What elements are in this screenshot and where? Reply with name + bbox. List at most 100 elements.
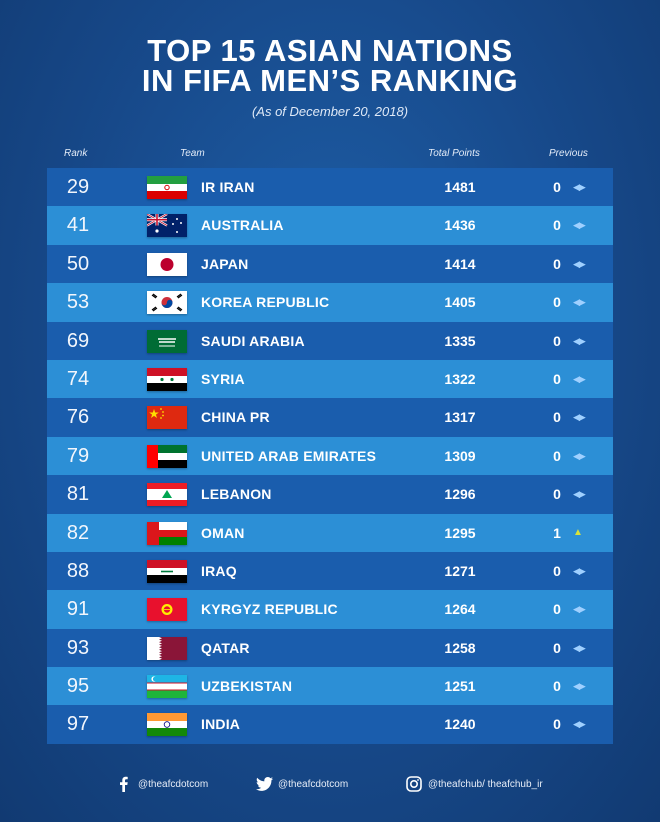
lebanon-flag [147,483,187,507]
instagram-handle: @theafchub/ theafchub_ir [428,778,543,790]
header-previous: Previous [549,148,588,159]
total-points: 1240 [444,716,476,733]
previous-change: 0 [553,217,561,234]
no-change-arrows-icon: ◀▶ [573,373,586,384]
table-row: 76 CHINA PR 1317 0 ◀▶ [47,398,613,437]
korea-flag [147,291,187,315]
facebook-handle: @theafcdotcom [138,778,209,790]
iran-flag [147,176,187,199]
team-name: UZBEKISTAN [201,678,293,695]
team-name: SAUDI ARABIA [201,332,305,349]
no-change-arrows-icon: ◀▶ [573,489,586,500]
twitter-handle: @theafcdotcom [278,778,349,790]
team-name: CHINA PR [201,409,270,426]
table-row: 69 SAUDI ARABIA 1335 0 ◀▶ [47,321,613,360]
team-name: KOREA REPUBLIC [201,294,330,311]
previous-change: 0 [553,716,561,733]
no-change-arrows-icon: ◀▶ [573,642,586,653]
no-change-arrows-icon: ◀▶ [573,681,586,692]
total-points: 1317 [444,409,476,426]
qatar-flag [147,636,187,660]
team-name: OMAN [201,524,245,541]
rank-number: 88 [66,559,90,582]
header-team: Team [180,148,205,159]
previous-change: 0 [553,447,561,464]
previous-change: 0 [553,179,561,195]
title-line-2: IN FIFA MEN’S RANKING [141,63,519,98]
table-row: 41 AUSTRALIA 1436 0 ◀▶ [47,206,613,245]
title-line-1: TOP 15 ASIAN NATIONS [147,33,513,68]
kyrgyz-flag [147,598,187,622]
total-points: 1322 [444,370,476,387]
date-subtitle: (As of December 20, 2018) [251,104,409,119]
japan-flag [147,252,187,276]
saudi-arabia-flag [147,329,187,353]
rank-number: 82 [66,521,90,544]
previous-change: 0 [553,601,561,618]
rank-number: 91 [66,598,90,621]
india-flag [147,713,187,737]
footer-twitter[interactable]: @theafcdotcom [256,775,348,793]
no-change-arrows-icon: ◀▶ [573,719,586,730]
team-name: IR IRAN [201,179,255,195]
table-row: 88 IRAQ 1271 0 ◀▶ [47,551,613,591]
total-points: 1481 [444,179,476,195]
header-rank: Rank [64,148,88,159]
rank-number: 74 [66,367,90,390]
previous-change: 1 [553,524,561,541]
rank-number: 97 [66,713,90,736]
australia-flag [147,214,187,238]
footer-facebook[interactable]: @theafcdotcom [116,775,208,793]
table-row: 53 KOREA REPUBLIC 1405 0 ◀▶ [47,283,613,322]
footer-instagram[interactable]: @theafchub/ theafchub_ir [406,775,543,793]
total-points: 1264 [444,601,476,618]
total-points: 1436 [444,217,476,234]
no-change-arrows-icon: ◀▶ [573,220,586,231]
previous-change: 0 [553,255,561,272]
no-change-arrows-icon: ◀▶ [573,335,586,346]
previous-change: 0 [553,294,561,311]
total-points: 1296 [444,486,476,503]
total-points: 1309 [444,447,476,464]
uzbekistan-flag [147,675,187,699]
table-row: 50 JAPAN 1414 0 ◀▶ [47,244,613,284]
uae-flag [147,444,187,468]
twitter-icon [256,776,273,792]
instagram-icon [406,776,422,792]
team-name: UNITED ARAB EMIRATES [201,447,377,464]
rank-number: 81 [66,483,90,506]
table-row: 97 INDIA 1240 0 ◀▶ [47,705,613,744]
no-change-arrows-icon: ◀▶ [573,297,586,308]
team-name: AUSTRALIA [201,217,284,234]
previous-change: 0 [553,370,561,387]
total-points: 1414 [444,255,476,272]
rank-number: 76 [66,406,90,429]
table-row: 91 KYRGYZ REPUBLIC 1264 0 ◀▶ [47,590,613,629]
no-change-arrows-icon: ◀▶ [573,450,586,461]
previous-change: 0 [553,486,561,503]
rank-number: 29 [66,176,90,198]
previous-change: 0 [553,332,561,349]
table-row: 74 SYRIA 1322 0 ◀▶ [47,359,613,399]
rank-number: 69 [66,329,90,352]
table-row: 93 QATAR 1258 0 ◀▶ [47,628,613,668]
team-name: QATAR [201,639,250,656]
total-points: 1335 [444,332,476,349]
table-row: 81 LEBANON 1296 0 ◀▶ [47,475,613,514]
iraq-flag [147,559,187,583]
rank-number: 50 [66,252,90,275]
previous-change: 0 [553,562,561,579]
no-change-arrows-icon: ◀▶ [573,258,586,269]
total-points: 1295 [444,524,476,541]
total-points: 1251 [444,678,476,695]
facebook-icon [116,776,132,792]
team-name: LEBANON [201,486,272,503]
no-change-arrows-icon: ◀▶ [573,182,586,192]
table-row: 29 IR IRAN 1481 0 ◀▶ [47,168,613,207]
no-change-arrows-icon: ◀▶ [573,604,586,615]
rank-number: 79 [66,444,90,467]
rank-number: 41 [66,214,90,237]
rank-number: 53 [66,291,90,314]
previous-change: 0 [553,409,561,426]
china-flag [147,406,187,430]
